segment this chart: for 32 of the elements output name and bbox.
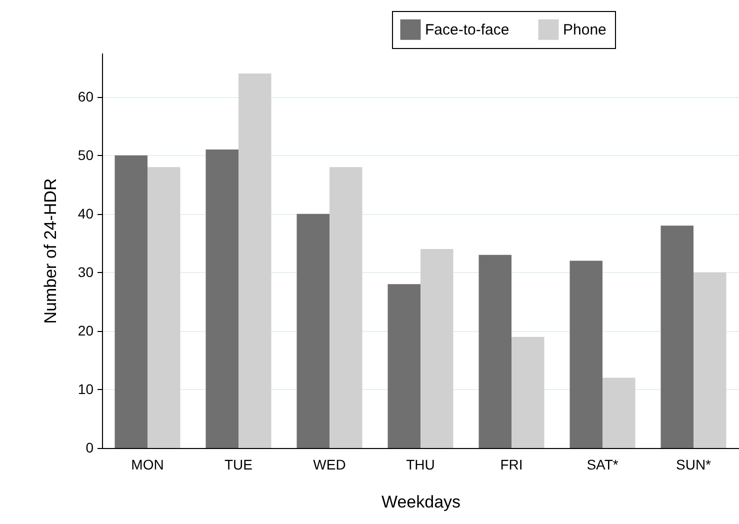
x-tick-label: THU <box>406 456 435 472</box>
bar <box>602 378 636 448</box>
bar <box>206 150 238 448</box>
x-tick-label: TUE <box>224 456 252 472</box>
bar <box>570 260 602 448</box>
y-tick-label: 20 <box>78 322 94 338</box>
y-axis-title: Number of 24-HDR <box>40 178 60 324</box>
x-tick-label: SAT* <box>586 456 619 472</box>
legend-label: Phone <box>563 22 606 39</box>
bar <box>238 73 272 448</box>
bar <box>388 284 420 448</box>
bar <box>296 214 330 448</box>
bar <box>330 167 362 448</box>
bar <box>148 167 180 448</box>
bar <box>512 336 544 448</box>
legend-label: Face-to-face <box>425 22 510 39</box>
x-tick-label: SUN* <box>676 456 712 472</box>
bar <box>660 226 694 448</box>
y-tick-label: 60 <box>78 88 94 104</box>
x-tick-label: WED <box>313 456 346 472</box>
bar <box>420 249 454 448</box>
y-tick-label: 40 <box>78 205 94 222</box>
x-tick-label: MON <box>131 456 164 472</box>
bar <box>478 254 512 448</box>
bar <box>694 272 726 448</box>
x-tick-label: FRI <box>500 456 523 472</box>
y-tick-label: 50 <box>78 146 94 163</box>
x-axis-title: Weekdays <box>381 492 461 512</box>
y-tick-label: 10 <box>78 380 94 397</box>
bar <box>114 155 148 448</box>
y-tick-label: 30 <box>78 264 94 280</box>
y-tick-label: 0 <box>86 440 94 456</box>
